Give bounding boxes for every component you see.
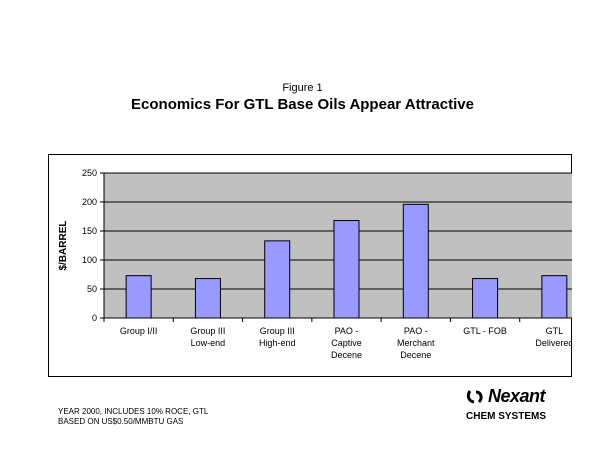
y-tick-label: 250	[82, 168, 97, 178]
nexant-logo: Nexant	[466, 386, 576, 408]
y-tick-label: 200	[82, 197, 97, 207]
chart-title: Economics For GTL Base Oils Appear Attra…	[131, 96, 474, 113]
x-category-label: Decene	[400, 350, 431, 360]
y-tick-label: 100	[82, 255, 97, 265]
bar	[541, 275, 568, 319]
bar	[402, 203, 429, 319]
x-category-label: Merchant	[397, 338, 435, 348]
x-category-label: PAO -	[335, 326, 359, 336]
x-category-label: GTL - FOB	[463, 326, 507, 336]
x-category-label: Group III	[260, 326, 295, 336]
bar	[472, 278, 499, 319]
x-category-label: GTL	[546, 326, 564, 336]
bar	[125, 275, 152, 319]
y-tick-label: 0	[92, 313, 97, 323]
y-tick-label: 50	[87, 284, 97, 294]
x-category-label: Group III	[190, 326, 225, 336]
footnote-line-1: YEAR 2000, INCLUDES 10% ROCE, GTL	[58, 407, 209, 416]
nexant-swoosh-icon	[466, 390, 483, 404]
x-category-label: Decene	[331, 350, 362, 360]
x-category-label: Captive	[331, 338, 362, 348]
figure-label: Figure 1	[282, 82, 323, 94]
y-axis-label: $/BARREL	[58, 220, 69, 270]
x-category-label: High-end	[259, 338, 296, 348]
footnote: YEAR 2000, INCLUDES 10% ROCE, GTL BASED …	[58, 407, 208, 427]
footnote-line-2: BASED ON US$0.50/MMBTU GAS	[58, 417, 184, 426]
y-tick-label: 150	[82, 226, 97, 236]
x-category-label: Low-end	[191, 338, 226, 348]
logo-wordmark: Nexant	[488, 386, 546, 406]
bar	[194, 278, 221, 319]
logo-subtitle: CHEM SYSTEMS	[466, 411, 547, 422]
bar-chart: 0 50 100 150 200 250 Group I/II Group III Low-en…	[58, 168, 572, 360]
x-category-label: PAO -	[404, 326, 428, 336]
bar	[333, 220, 360, 319]
x-category-label: Group I/II	[120, 326, 158, 336]
x-category-label: Delivered	[535, 338, 572, 348]
bar	[264, 240, 291, 319]
